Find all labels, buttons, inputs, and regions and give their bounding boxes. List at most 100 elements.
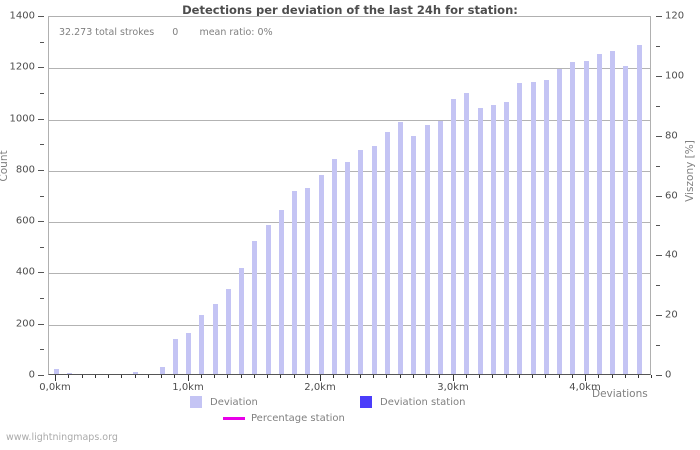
- legend-line-percentage-station-icon: [223, 416, 245, 420]
- y-tick-minor-right: [656, 166, 660, 167]
- x-tick-major: [55, 375, 56, 381]
- legend-item-percentage-station[interactable]: Percentage station: [223, 413, 523, 424]
- chart-legend: Deviation Deviation station Percentage s…: [0, 394, 700, 426]
- bar: [437, 120, 443, 374]
- x-tick-minor: [201, 375, 202, 378]
- legend-item-deviation[interactable]: Deviation: [190, 396, 340, 408]
- x-axis: 0,0km 1,0km 2,0km 3,0km 4,0km: [39, 375, 652, 399]
- x-tick-minor: [386, 375, 387, 378]
- x-tick-minor: [466, 375, 467, 378]
- x-tick-minor: [400, 375, 401, 378]
- y-tick-major: [38, 375, 44, 376]
- x-tick-minor: [108, 375, 109, 378]
- legend-item-deviation-station[interactable]: Deviation station: [360, 396, 510, 408]
- x-tick-label: 2,0km: [304, 382, 336, 393]
- x-tick-minor: [598, 375, 599, 378]
- bar: [265, 225, 271, 374]
- x-tick-minor: [612, 375, 613, 378]
- y-tick-label: 400: [15, 266, 35, 278]
- y-tick-major: [38, 67, 44, 68]
- y-tick-major-right: [656, 136, 662, 137]
- bar: [411, 135, 417, 374]
- x-tick-label: 3,0km: [437, 382, 469, 393]
- x-tick-minor: [373, 375, 374, 378]
- y-tick-minor: [40, 196, 44, 197]
- y-tick-major: [38, 16, 44, 17]
- y-tick-major: [38, 170, 44, 171]
- x-tick-minor: [519, 375, 520, 378]
- y-tick-label: 0: [28, 369, 35, 381]
- x-tick-minor: [148, 375, 149, 378]
- x-tick-minor: [426, 375, 427, 378]
- x-tick-label: 4,0km: [569, 382, 601, 393]
- y-tick-major-right: [656, 196, 662, 197]
- y-tick-label-right: 60: [665, 190, 678, 202]
- bar: [636, 45, 642, 374]
- bar: [159, 366, 165, 374]
- y-tick-label-right: 0: [665, 369, 672, 381]
- x-tick-minor: [413, 375, 414, 378]
- annotation-total-strokes: 32.273 total strokes 0 mean ratio: 0%: [59, 27, 273, 38]
- legend-label-percentage-station: Percentage station: [251, 412, 345, 424]
- x-tick-major: [585, 375, 586, 381]
- y-tick-label: 1000: [9, 113, 35, 125]
- x-tick-minor: [82, 375, 83, 378]
- bar: [557, 69, 563, 374]
- bar: [225, 289, 231, 374]
- bar: [186, 332, 192, 374]
- x-tick-minor: [347, 375, 348, 378]
- y-tick-minor: [40, 93, 44, 94]
- x-tick-minor: [161, 375, 162, 378]
- bar: [212, 304, 218, 374]
- x-tick-minor: [227, 375, 228, 378]
- legend-swatch-deviation-station-icon: [360, 396, 372, 408]
- gridline: [49, 120, 650, 121]
- bar: [53, 369, 59, 374]
- y-axis-left: 0 200 400 600 800 1000 1200 1400: [0, 11, 44, 381]
- x-tick-major: [320, 375, 321, 381]
- bar: [424, 124, 430, 374]
- y-tick-major-right: [656, 16, 662, 17]
- y-tick-major: [38, 221, 44, 222]
- y-tick-major: [38, 272, 44, 273]
- bar: [596, 53, 602, 374]
- x-axis-label: Deviations: [592, 388, 648, 400]
- x-tick-minor: [267, 375, 268, 378]
- y-tick-major-right: [656, 76, 662, 77]
- bar: [490, 105, 496, 374]
- bar: [239, 268, 245, 374]
- bar: [649, 43, 650, 374]
- gridline: [49, 68, 650, 69]
- y-tick-minor-right: [656, 225, 660, 226]
- x-tick-minor: [479, 375, 480, 378]
- y-tick-major-right: [656, 255, 662, 256]
- y-tick-minor: [40, 247, 44, 248]
- bar: [252, 240, 258, 374]
- y-tick-label: 200: [15, 318, 35, 330]
- bar: [517, 82, 523, 374]
- bar: [504, 102, 510, 374]
- bar: [623, 66, 629, 374]
- legend-row-2: Percentage station: [0, 410, 700, 426]
- bar: [345, 162, 351, 374]
- bar: [278, 210, 284, 374]
- x-tick-minor: [68, 375, 69, 378]
- x-tick-minor: [121, 375, 122, 378]
- x-tick-minor: [638, 375, 639, 378]
- x-tick-minor: [439, 375, 440, 378]
- x-tick-minor: [506, 375, 507, 378]
- x-tick-label: 0,0km: [39, 382, 71, 393]
- bar: [133, 371, 139, 374]
- y-tick-label: 600: [15, 215, 35, 227]
- x-tick-label: 1,0km: [172, 382, 204, 393]
- bar: [610, 51, 616, 374]
- x-tick-minor: [294, 375, 295, 378]
- y-tick-minor: [40, 349, 44, 350]
- y-tick-major: [38, 119, 44, 120]
- x-tick-minor: [545, 375, 546, 378]
- bar: [199, 315, 205, 374]
- x-tick-minor: [492, 375, 493, 378]
- x-tick-minor: [559, 375, 560, 378]
- y-tick-minor: [40, 144, 44, 145]
